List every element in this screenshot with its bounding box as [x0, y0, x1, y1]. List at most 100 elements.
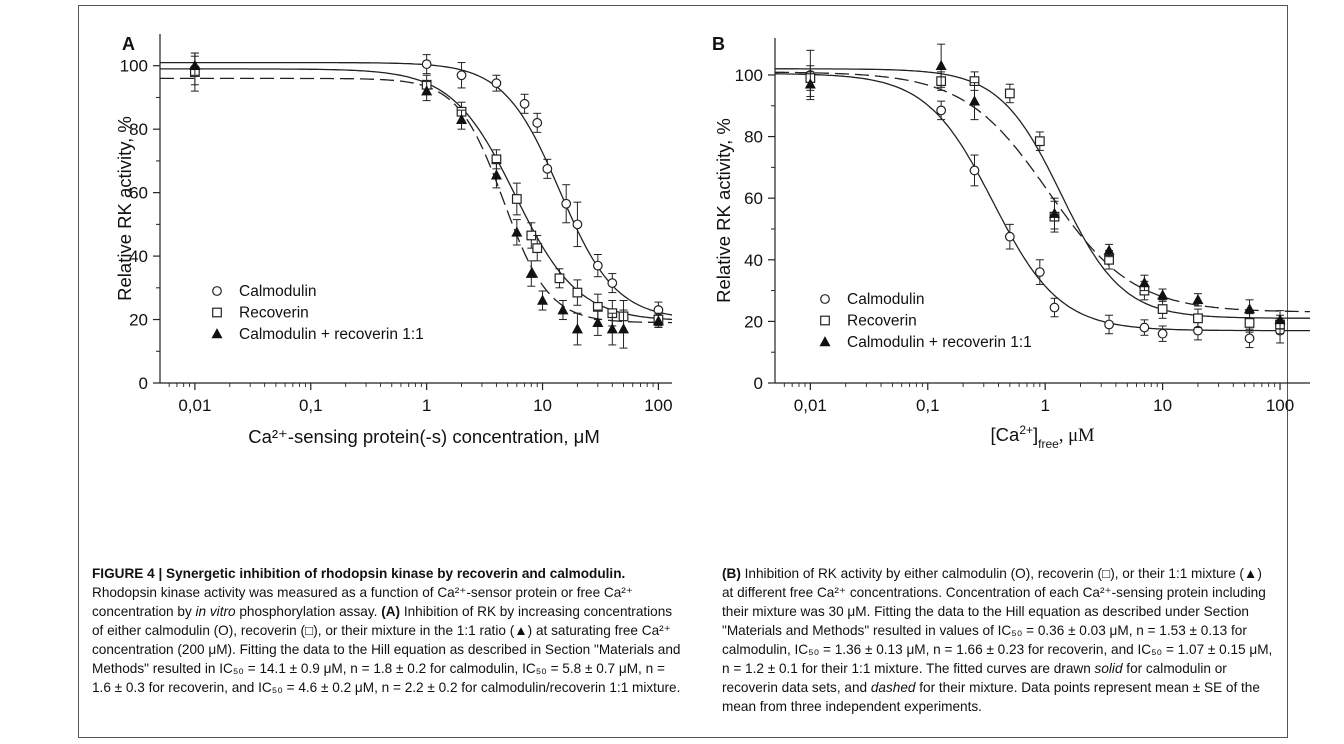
- data-point-square: [572, 287, 583, 298]
- panel-tag-a: A: [122, 34, 135, 54]
- x-axis-label-part-1: 2+: [1019, 423, 1033, 437]
- series-triangle: [804, 43, 1286, 330]
- data-point-triangle: [537, 294, 549, 305]
- data-point-triangle: [1157, 289, 1169, 300]
- y-tick-label: 100: [120, 57, 148, 76]
- data-point-square: [511, 194, 522, 204]
- data-point-circle: [561, 198, 572, 209]
- caption-panel-b-tag: (B): [722, 566, 741, 581]
- x-tick-label: 1: [422, 396, 431, 415]
- data-point-triangle: [935, 59, 947, 71]
- data-point-circle: [1139, 322, 1150, 333]
- data-point-triangle: [1138, 277, 1150, 288]
- caption-panel-a-text: Inhibition of RK by increasing concentra…: [92, 604, 681, 695]
- legend-label-triangle: Calmodulin + recoverin 1:1: [847, 334, 1032, 351]
- series-triangle: [189, 55, 664, 349]
- series-circle: [189, 52, 664, 319]
- legend-label-circle: Calmodulin: [239, 283, 317, 300]
- caption-panel-b-text-1: Inhibition of RK activity by either calm…: [722, 566, 1273, 676]
- caption-solid-em: solid: [1094, 661, 1123, 676]
- data-point-triangle: [606, 323, 618, 334]
- data-point-square: [1193, 313, 1203, 324]
- fit-curve-square: [775, 68, 1310, 319]
- legend-label-square: Recoverin: [239, 305, 309, 322]
- caption-panel-b-text-3: for their mixture. Data points represent…: [722, 680, 1260, 714]
- data-point-circle: [592, 260, 603, 271]
- data-point-triangle: [571, 323, 583, 334]
- legend-marker-square: [212, 307, 222, 318]
- legend-marker-circle: [212, 286, 222, 296]
- data-point-triangle: [1192, 294, 1204, 305]
- caption-panel-a-tag: (A): [381, 604, 401, 619]
- y-axis-label: Relative RK activity, %: [713, 118, 734, 303]
- data-point-circle: [1004, 231, 1015, 242]
- y-tick-label: 40: [744, 251, 763, 270]
- fit-curve-triangle: [775, 71, 1310, 313]
- data-point-triangle: [421, 85, 433, 96]
- chart-panel-b: B 0 20 40 60 80 100 0,01 0,1 1 10 100 Relative RK ac…: [712, 34, 1310, 451]
- data-point-triangle: [1048, 207, 1060, 218]
- x-axis-label-part-0: [Ca: [991, 424, 1021, 445]
- x-tick-label: 10: [1153, 396, 1172, 415]
- legend-label-circle: Calmodulin: [847, 291, 925, 308]
- y-tick-label: 0: [754, 374, 763, 393]
- data-point-circle: [421, 59, 432, 70]
- x-tick-label: 100: [644, 396, 672, 415]
- legend-marker-square: [820, 315, 830, 326]
- data-point-circle: [532, 117, 543, 128]
- caption-intro-end: phosphorylation assay.: [239, 604, 378, 619]
- x-axis-label-part-4: , μM: [1059, 426, 1095, 446]
- x-axis-label-part-2: ]: [1033, 424, 1038, 445]
- panel-tag-b: B: [712, 34, 725, 54]
- data-point-circle: [1244, 333, 1255, 344]
- x-tick-label: 0,01: [178, 396, 211, 415]
- x-tick-label: 0,01: [794, 396, 827, 415]
- data-point-triangle: [557, 304, 569, 315]
- data-point-circle: [456, 70, 467, 81]
- data-point-triangle: [804, 78, 816, 89]
- fit-curve-triangle: [160, 77, 672, 324]
- data-point-triangle: [968, 95, 980, 106]
- caption-left: FIGURE 4 | Synergetic inhibition of rhod…: [92, 564, 682, 697]
- data-point-triangle: [618, 323, 630, 334]
- x-tick-label: 10: [533, 396, 552, 415]
- x-tick-label: 1: [1040, 396, 1049, 415]
- data-point-triangle: [456, 113, 468, 124]
- y-tick-label: 60: [744, 189, 763, 208]
- data-point-square: [1157, 304, 1168, 314]
- x-axis-label: Ca²⁺-sensing protein(-s) concentration, …: [248, 426, 600, 447]
- data-point-circle: [969, 165, 980, 176]
- x-axis-label: [Ca2+]free, μM: [991, 423, 1095, 451]
- x-tick-label: 0,1: [916, 396, 940, 415]
- data-point-circle: [936, 105, 947, 116]
- x-tick-label: 100: [1266, 396, 1294, 415]
- legend-marker-circle: [820, 294, 830, 304]
- x-axis-label-part-3: free: [1038, 437, 1059, 451]
- figure-frame: [78, 5, 1288, 738]
- data-point-circle: [519, 98, 530, 109]
- data-point-square: [1034, 136, 1045, 147]
- data-point-triangle: [1103, 244, 1115, 255]
- data-point-triangle: [490, 169, 502, 180]
- caption-intro: Rhodopsin kinase activity was measured a…: [92, 585, 633, 619]
- caption-intro-em: in vitro: [195, 604, 236, 619]
- y-tick-label: 100: [735, 66, 763, 85]
- data-point-circle: [1104, 319, 1114, 330]
- y-tick-label: 0: [139, 374, 148, 393]
- data-point-triangle: [189, 59, 201, 71]
- fit-curve-square: [160, 68, 672, 321]
- caption-right: (B) Inhibition of RK activity by either …: [722, 564, 1274, 716]
- legend-marker-triangle: [819, 336, 831, 347]
- figure-label: FIGURE 4 | Synergetic inhibition of rhod…: [92, 566, 626, 581]
- legend-label-triangle: Calmodulin + recoverin 1:1: [239, 326, 424, 343]
- y-tick-label: 80: [744, 128, 763, 147]
- data-point-square: [532, 243, 543, 254]
- data-point-circle: [1034, 267, 1045, 278]
- legend-label-square: Recoverin: [847, 313, 917, 330]
- x-tick-label: 0,1: [299, 396, 323, 415]
- caption-panel-b-text-2: for calmodulin or recoverin data sets, a…: [722, 661, 1227, 695]
- data-point-circle: [607, 278, 618, 288]
- y-tick-label: 60: [129, 184, 148, 203]
- y-axis-label: Relative RK activity, %: [114, 116, 135, 301]
- y-tick-label: 20: [129, 311, 148, 330]
